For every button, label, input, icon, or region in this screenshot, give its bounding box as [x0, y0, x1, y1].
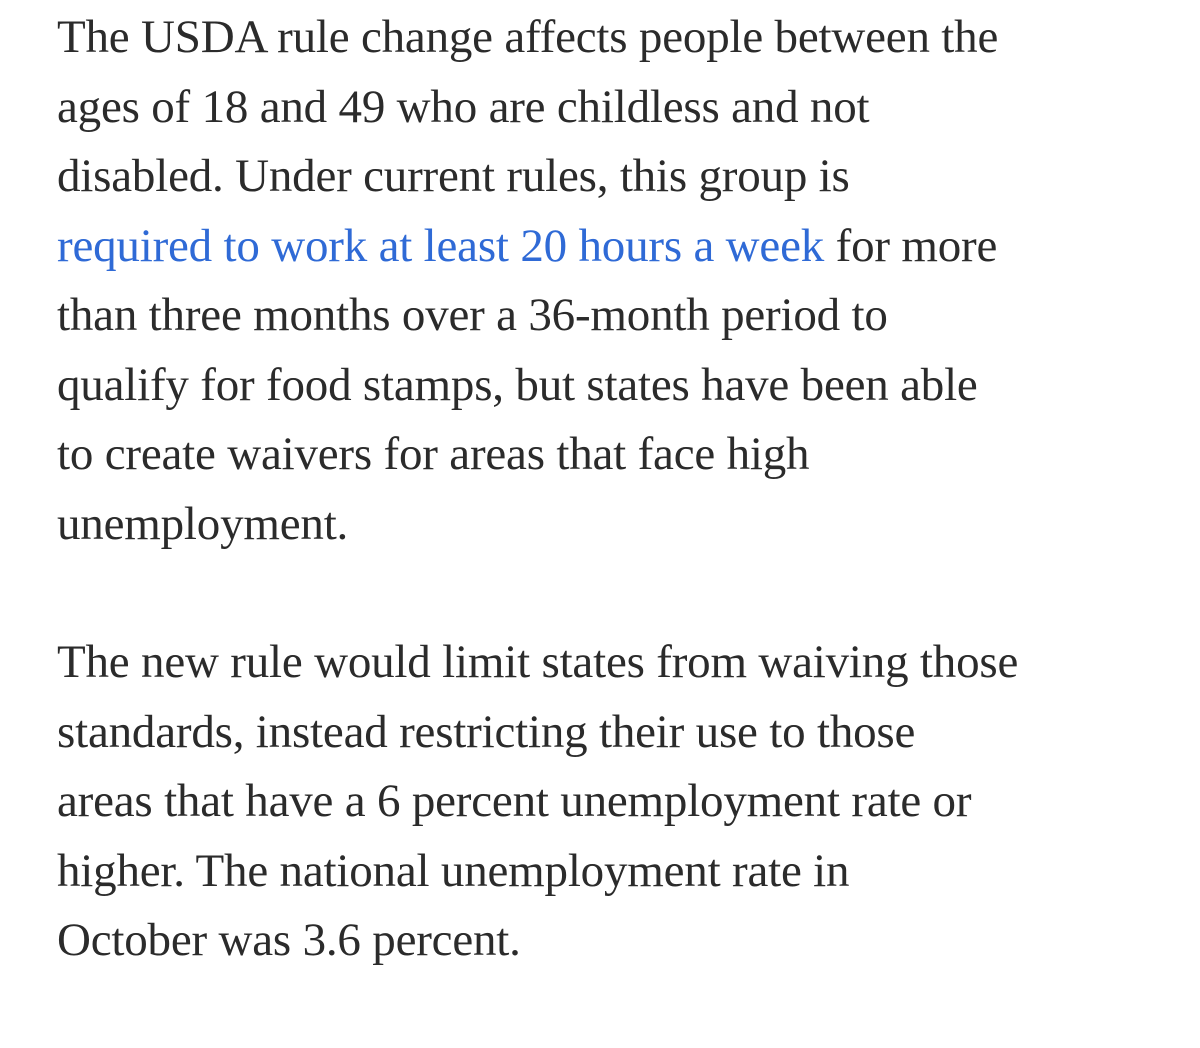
- text-line: unemployment.: [57, 497, 349, 550]
- text-line: qualify for food stamps, but states have…: [57, 358, 978, 411]
- text-line-with-link: required to work at least 20 hours a wee…: [57, 212, 998, 282]
- text-line: The USDA rule change affects people betw…: [57, 11, 999, 63]
- text-line: ages of 18 and 49 who are childless and …: [57, 80, 870, 133]
- paragraph-work-requirements: The USDA rule change affects people betw…: [57, 3, 998, 559]
- text-line: October was 3.6 percent.: [57, 914, 521, 966]
- text-line: to create waivers for areas that face hi…: [57, 428, 810, 480]
- text-line: areas that have a 6 percent unemployment…: [57, 775, 972, 827]
- paragraph-new-rule: The new rule would limit states from wai…: [57, 628, 1018, 976]
- text-line: disabled. Under current rules, this grou…: [57, 150, 850, 202]
- text-fragment: for more: [824, 219, 998, 272]
- text-line: than three months over a 36-month period…: [57, 289, 888, 341]
- text-line: higher. The national unemployment rate i…: [57, 844, 850, 897]
- text-line: standards, instead restricting their use…: [57, 705, 916, 758]
- work-requirement-link[interactable]: required to work at least 20 hours a wee…: [57, 219, 825, 272]
- text-line: The new rule would limit states from wai…: [57, 636, 1019, 688]
